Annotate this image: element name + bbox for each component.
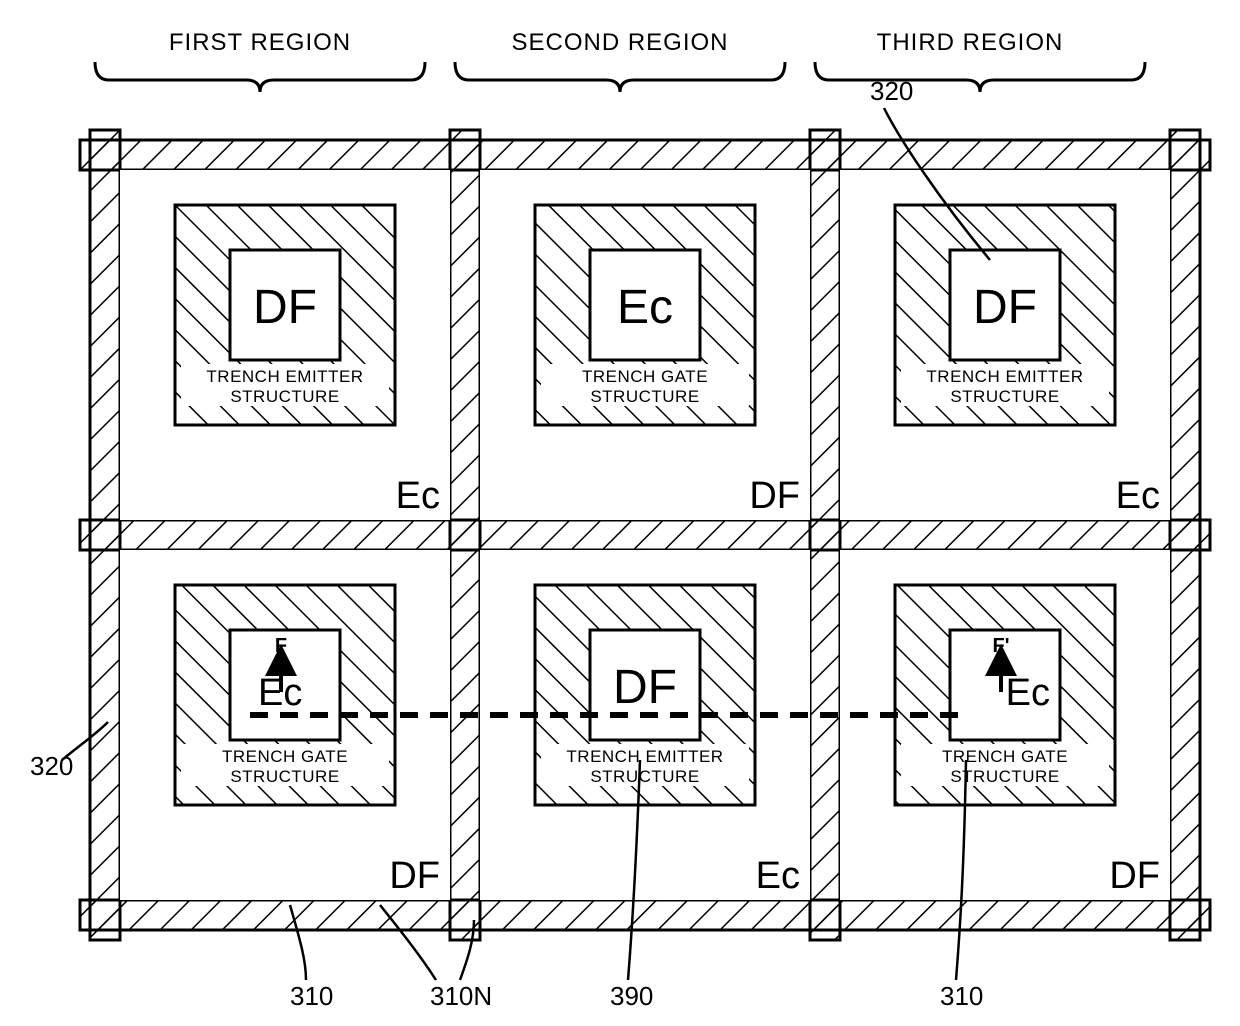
cell: DF TRENCH EMITTERSTRUCTURE Ec — [120, 170, 450, 520]
trench-structure: F'EcTRENCH GATESTRUCTURE — [895, 585, 1115, 805]
region-label-second: SECOND REGION — [511, 29, 728, 56]
region-brace — [815, 62, 1145, 92]
struct-label-line2: STRUCTURE — [230, 387, 339, 406]
region-label-third: THIRD REGION — [877, 29, 1064, 56]
reference-number: 320 — [30, 751, 73, 781]
struct-label-line2: STRUCTURE — [590, 387, 699, 406]
trench-structure: DF TRENCH EMITTERSTRUCTURE — [895, 205, 1115, 425]
region-brace — [455, 62, 785, 92]
struct-label-line1: TRENCH EMITTER — [566, 747, 723, 766]
center-label: DF — [253, 281, 317, 334]
corner-label: Ec — [1116, 475, 1160, 517]
corner-label: DF — [1109, 855, 1160, 897]
center-label: DF — [973, 281, 1037, 334]
cell: DF TRENCH EMITTERSTRUCTURE Ec — [480, 550, 810, 900]
struct-label-line1: TRENCH GATE — [582, 367, 708, 386]
corner-label: DF — [749, 475, 800, 517]
trench-structure: Ec TRENCH GATESTRUCTURE — [535, 205, 755, 425]
struct-label-line1: TRENCH GATE — [222, 747, 348, 766]
grid-wall — [450, 130, 480, 940]
grid-wall — [810, 130, 840, 940]
grid-wall — [80, 520, 1210, 550]
struct-label-line1: TRENCH GATE — [942, 747, 1068, 766]
region-headers: FIRST REGION SECOND REGION THIRD REGION — [95, 29, 1145, 92]
cell: F Ec TRENCH GATESTRUCTURE DF — [120, 550, 450, 900]
reference-number: 320 — [870, 76, 913, 106]
region-brace — [95, 62, 425, 92]
svg-text:F: F — [275, 635, 287, 657]
diagram-canvas: FIRST REGION SECOND REGION THIRD REGION … — [0, 0, 1240, 1026]
struct-label-line1: TRENCH EMITTER — [206, 367, 363, 386]
struct-label-line2: STRUCTURE — [950, 387, 1059, 406]
struct-label-line2: STRUCTURE — [230, 767, 339, 786]
reference-number: 310 — [290, 981, 333, 1011]
grid-wall — [90, 130, 120, 940]
trench-structure: DF TRENCH EMITTERSTRUCTURE — [175, 205, 395, 425]
corner-label: Ec — [396, 475, 440, 517]
center-label: Ec — [1006, 672, 1050, 714]
center-label: Ec — [617, 281, 673, 334]
corner-label: Ec — [756, 855, 800, 897]
reference-number: 310 — [940, 981, 983, 1011]
trench-structure: F Ec TRENCH GATESTRUCTURE — [175, 585, 395, 805]
center-label: Ec — [258, 672, 302, 714]
region-label-first: FIRST REGION — [169, 29, 351, 56]
struct-label-line2: STRUCTURE — [590, 767, 699, 786]
center-label: DF — [613, 661, 677, 714]
struct-label-line1: TRENCH EMITTER — [926, 367, 1083, 386]
svg-text:F': F' — [993, 635, 1010, 657]
grid-wall — [80, 140, 1210, 170]
reference-number: 310N — [430, 981, 492, 1011]
cell: F'EcTRENCH GATESTRUCTUREDF — [840, 550, 1170, 900]
reference-number: 390 — [610, 981, 653, 1011]
trench-structure: DF TRENCH EMITTERSTRUCTURE — [535, 585, 755, 805]
cell: Ec TRENCH GATESTRUCTURE DF — [480, 170, 810, 520]
corner-label: DF — [389, 855, 440, 897]
grid-wall — [1170, 130, 1200, 940]
cell: DF TRENCH EMITTERSTRUCTURE Ec — [840, 170, 1170, 520]
grid-wall — [80, 900, 1210, 930]
